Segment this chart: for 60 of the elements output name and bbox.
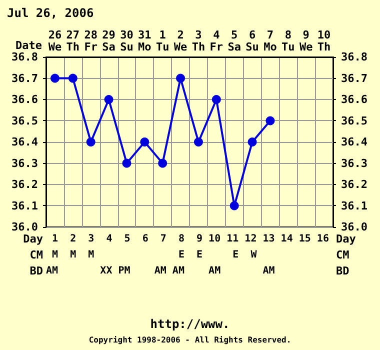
- text: http://www.: [150, 317, 230, 331]
- point: [122, 158, 132, 168]
- x-tick-label: 2 We: [174, 28, 188, 54]
- chart-title: Jul 26, 2006: [7, 6, 94, 20]
- text: BD: [30, 264, 44, 278]
- point: [176, 74, 186, 83]
- point: [68, 74, 78, 83]
- x-tick-label: 10 Th: [317, 28, 331, 54]
- y-tick-label: 36.3: [12, 156, 38, 170]
- point: [230, 201, 239, 210]
- y-tick-label: 36.4: [12, 136, 38, 148]
- x-tick-label: 1 Tu: [156, 28, 170, 54]
- x-tick-label: 8 Tu: [282, 28, 295, 54]
- x-tick-label: 27 Th: [66, 28, 80, 54]
- text: 1 2 3 4 5 6 7 8 9 10 11 12 13 14 15 16: [46, 234, 329, 244]
- y2-tick-label: 36.6: [341, 93, 368, 106]
- x-tick-label: 29 Sa: [102, 28, 116, 54]
- point: [140, 138, 150, 146]
- y-tick-label: 36.1: [12, 199, 38, 212]
- x-axis-title: Date: [16, 39, 42, 52]
- y2-tick-label: 36.0: [341, 220, 368, 234]
- y2-tick-label: 36.7: [341, 72, 368, 85]
- point: [104, 95, 114, 104]
- x-tick-label: 9 We: [299, 28, 314, 54]
- text: CM: [336, 248, 350, 262]
- x-tick-label: 28 Fr: [84, 28, 98, 54]
- point: [266, 116, 275, 126]
- x-tick-label: 6 Su: [246, 28, 259, 54]
- y2-tick-label: 36.4: [341, 136, 368, 148]
- text: AM XX PM AM AM AM AM: [46, 266, 275, 276]
- point: [86, 138, 96, 146]
- x-tick-label: 30 Su: [120, 28, 134, 54]
- y-tick-label: 36.0: [12, 220, 38, 234]
- y-tick-label: 36.5: [12, 114, 38, 128]
- point: [194, 138, 203, 146]
- x-tick-label: 4 Fr: [210, 28, 224, 54]
- y2-tick-label: 36.1: [341, 199, 368, 212]
- text: M M M E E E W: [46, 250, 258, 260]
- text: Day: [336, 232, 356, 246]
- y2-tick-label: 36.3: [341, 156, 368, 170]
- text: BD: [336, 264, 350, 278]
- x-tick-label: 3 Th: [192, 28, 206, 54]
- text: CM: [30, 248, 44, 262]
- x-tick-label: 26 We: [48, 28, 62, 54]
- point: [50, 74, 60, 83]
- text: Day: [23, 232, 44, 246]
- point: [212, 95, 221, 104]
- y2-tick-label: 36.5: [341, 114, 368, 128]
- x-tick-label: 7 Mo: [264, 28, 278, 54]
- point: [248, 138, 257, 146]
- text: Copyright 1998-2006 - All Rights Reserved.: [88, 336, 292, 344]
- y-tick-label: 36.8: [12, 50, 38, 64]
- x-tick-label: 31 Mo: [138, 28, 152, 54]
- y-tick-label: 36.7: [12, 72, 38, 85]
- y-tick-label: 36.2: [12, 178, 38, 191]
- x-tick-label: 5 Sa: [228, 28, 241, 54]
- y2-tick-label: 36.8: [341, 50, 368, 64]
- point: [158, 158, 168, 168]
- y2-tick-label: 36.2: [341, 178, 368, 191]
- y-tick-label: 36.6: [12, 93, 38, 106]
